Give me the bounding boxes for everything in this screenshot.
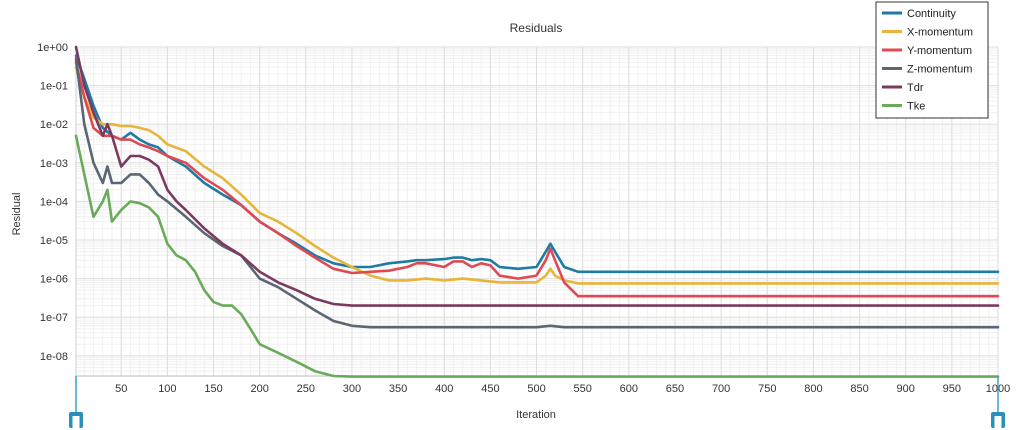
y-tick-label: 1e-03	[40, 158, 68, 170]
x-tick-label: 550	[574, 383, 592, 395]
handle-grip	[72, 416, 80, 428]
legend-box	[875, 1, 989, 119]
x-tick-label: 800	[804, 383, 822, 395]
legend-label: Continuity	[907, 8, 956, 20]
legend-label: Tke	[907, 101, 925, 113]
x-tick-label: 350	[389, 383, 407, 395]
range-start-handle[interactable]	[69, 412, 83, 428]
y-tick-label: 1e-07	[40, 312, 68, 324]
x-tick-label: 200	[250, 383, 268, 395]
series-line-x-momentum	[74, 65, 1000, 285]
x-tick-label: 450	[481, 383, 499, 395]
series-line-y-momentum	[74, 61, 1000, 298]
x-tick-label: 750	[758, 383, 776, 395]
handle-grip	[994, 416, 1002, 428]
x-tick-label: 50	[115, 383, 127, 395]
x-range-slider[interactable]	[69, 376, 1005, 428]
range-end-handle[interactable]	[991, 412, 1005, 428]
series-line-tke	[74, 134, 1000, 378]
x-tick-label: 400	[435, 383, 453, 395]
x-tick-label: 900	[897, 383, 915, 395]
chart-title: Residuals	[510, 21, 563, 35]
y-tick-label: 1e-08	[40, 351, 68, 363]
series-lines	[74, 45, 1000, 378]
x-tick-label: 100	[158, 383, 176, 395]
x-tick-label: 650	[666, 383, 684, 395]
series-line-continuity	[74, 54, 1000, 274]
series-line-z-momentum	[74, 57, 1000, 329]
x-tick-label: 600	[620, 383, 638, 395]
x-tick-label: 150	[204, 383, 222, 395]
grid	[76, 46, 999, 377]
x-tick-label: 850	[850, 383, 868, 395]
y-axis-title: Residual	[11, 193, 23, 236]
y-tick-label: 1e-06	[40, 274, 68, 286]
y-tick-label: 1e+00	[37, 42, 68, 54]
y-tick-label: 1e-04	[40, 196, 68, 208]
x-tick-label: 500	[527, 383, 545, 395]
legend-label: Y-momentum	[907, 45, 972, 57]
legend: Continuity X-momentum Y-momentum Z-momentum…	[875, 1, 989, 119]
x-tick-label: 950	[943, 383, 961, 395]
legend-label: Tdr	[907, 82, 924, 94]
x-axis-title: Iteration	[516, 409, 556, 421]
x-tick-label: 250	[297, 383, 315, 395]
x-tick-label: 300	[343, 383, 361, 395]
legend-label: X-momentum	[907, 27, 973, 39]
series-line-tdr	[74, 45, 1000, 307]
legend-label: Z-momentum	[907, 64, 972, 76]
axes: 50 100 150 200 250 300 350 400 450 500 550 600 650 70…	[37, 42, 1010, 395]
y-tick-label: 1e-02	[40, 119, 68, 131]
x-tick-label: 700	[712, 383, 730, 395]
y-tick-label: 1e-05	[40, 235, 68, 247]
y-tick-label: 1e-01	[40, 81, 68, 93]
